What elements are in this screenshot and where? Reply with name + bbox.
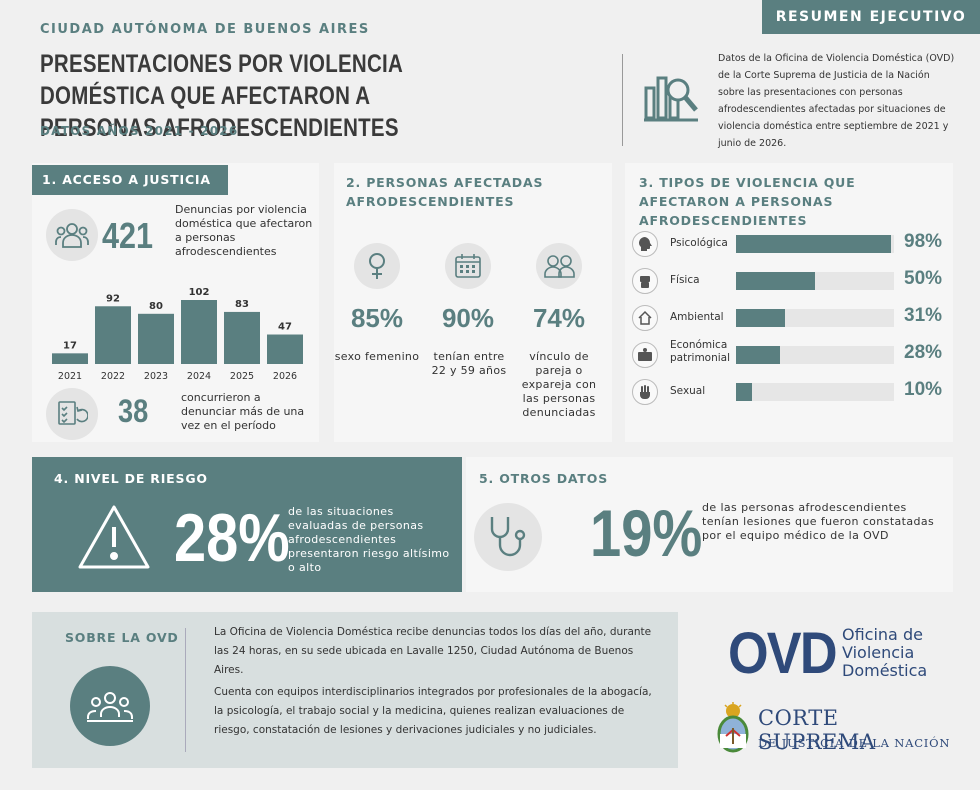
bar-year-label: 2022 <box>101 371 125 382</box>
bar-value-label: 47 <box>278 322 292 333</box>
about-label: SOBRE LA OVD <box>65 630 179 645</box>
section-5-label: 5. OTROS DATOS <box>479 471 608 486</box>
bar-value-label: 102 <box>189 287 210 298</box>
violence-type-bar-track <box>736 309 894 327</box>
bar-2021 <box>52 353 88 364</box>
page-subtitle: DATOS AÑOS 2021 - 2026 <box>40 124 239 138</box>
violence-type-pct: 31% <box>904 305 943 326</box>
violence-type-pct: 50% <box>904 268 943 289</box>
injury-text: de las personas afrodescendientes tenían… <box>702 501 935 542</box>
hand-icon <box>632 379 658 405</box>
violence-type-label: Física <box>670 274 700 286</box>
partner-text: vínculo de pareja o expareja con las per… <box>521 350 597 419</box>
violence-type-bar-fill <box>736 235 891 253</box>
section-violence-types: 3. TIPOS DE VIOLENCIA QUE AFECTARON A PE… <box>625 163 953 442</box>
bar-value-label: 92 <box>106 293 120 304</box>
injury-pct: 19% <box>590 496 703 570</box>
section-access-justice: 1. ACCESO A JUSTICIA 421 Denuncias por v… <box>32 163 319 442</box>
female-text: sexo femenino <box>334 350 420 363</box>
couple-icon <box>536 243 582 289</box>
coat-of-arms-icon <box>714 702 752 758</box>
ovd-logo-line2: Violencia <box>842 643 915 662</box>
violence-type-pct: 98% <box>904 231 943 252</box>
female-pct: 85% <box>350 303 404 333</box>
group-icon <box>46 209 98 261</box>
summary-badge: RESUMEN EJECUTIVO <box>762 0 980 34</box>
ovd-logo-line3: Doméstica <box>842 661 928 680</box>
ovd-logo: OVD Oficina de Violencia Doméstica <box>728 621 958 688</box>
analytics-icon <box>642 66 700 128</box>
bar-2022 <box>95 306 131 364</box>
bar-2024 <box>181 300 217 364</box>
bar-year-label: 2021 <box>58 371 82 382</box>
violence-type-bar-fill <box>736 346 781 364</box>
section-other-data: 5. OTROS DATOS 19% de las personas afrod… <box>466 457 953 592</box>
bar-year-label: 2025 <box>230 371 254 382</box>
house-icon <box>632 305 658 331</box>
about-p2: Cuenta con equipos interdisciplinarios i… <box>214 686 652 736</box>
violence-type-label: Psicológica <box>670 237 728 249</box>
violence-type-label: Económica patrimonial <box>670 339 731 364</box>
page-title: PRESENTACIONES POR VIOLENCIA DOMÉSTICA Q… <box>40 50 403 142</box>
total-complaints-text: Denuncias por violencia doméstica que af… <box>175 203 313 258</box>
bar-2025 <box>224 311 260 364</box>
section-3-label: 3. TIPOS DE VIOLENCIA QUE AFECTARON A PE… <box>639 175 856 228</box>
violence-type-label: Ambiental <box>670 311 724 323</box>
about-p1: La Oficina de Violencia Doméstica recibe… <box>214 626 652 676</box>
bar-year-label: 2024 <box>187 371 211 382</box>
violence-type-bar-fill <box>736 383 752 401</box>
bar-2026 <box>267 334 303 364</box>
corte-suprema-logo: CORTE SUPREMA DE JUSTICIA DE LA NACIÓN <box>714 702 954 758</box>
risk-pct: 28% <box>174 500 290 576</box>
section-1-label: 1. ACCESO A JUSTICIA <box>32 165 228 195</box>
violence-type-bar-fill <box>736 309 785 327</box>
fist-icon <box>632 268 658 294</box>
violence-type-bar-fill <box>736 272 815 290</box>
violence-type-label: Sexual <box>670 385 706 397</box>
female-icon <box>354 243 400 289</box>
violence-type-pct: 10% <box>904 379 943 400</box>
section-risk-level: 4. NIVEL DE RIESGO 28% de las situacione… <box>32 457 462 592</box>
violence-type-pct: 28% <box>904 342 943 363</box>
stethoscope-icon <box>474 503 542 571</box>
bar-value-label: 83 <box>235 299 249 310</box>
wallet-icon <box>632 342 658 368</box>
ovd-logo-mark: OVD <box>728 621 838 686</box>
repeat-complaints-text: concurrieron a denunciar más de una vez … <box>181 391 305 432</box>
head-icon <box>632 231 658 257</box>
section-2-label: 2. PERSONAS AFECTADAS AFRODESCENDIENTES <box>346 175 544 209</box>
age-pct: 90% <box>441 303 495 333</box>
violence-type-bar-track <box>736 346 894 364</box>
bar-value-label: 80 <box>149 301 163 312</box>
repeat-complaints: 38 <box>118 393 149 429</box>
risk-text: de las situaciones evaluadas de personas… <box>288 505 450 574</box>
team-icon <box>70 666 150 746</box>
section-affected-people: 2. PERSONAS AFECTADAS AFRODESCENDIENTES … <box>334 163 612 442</box>
section-about-ovd: SOBRE LA OVD La Oficina de Violencia Dom… <box>32 612 678 768</box>
header-divider <box>622 54 623 146</box>
header-description: Datos de la Oficina de Violencia Domésti… <box>718 53 955 149</box>
ovd-logo-line1: Oficina de <box>842 625 923 644</box>
yearly-bar-chart: 17 2021 92 2022 80 2023 102 2024 83 2025 47 2026 <box>52 287 303 382</box>
violence-type-bar-track <box>736 383 894 401</box>
section-4-label: 4. NIVEL DE RIESGO <box>54 471 208 486</box>
corte-suprema-line2: DE JUSTICIA DE LA NACIÓN <box>758 736 951 750</box>
checklist-icon <box>46 388 98 440</box>
region-title: CIUDAD AUTÓNOMA DE BUENOS AIRES <box>40 22 370 37</box>
violence-type-bar-track <box>736 272 894 290</box>
about-divider <box>185 628 186 752</box>
partner-pct: 74% <box>532 303 586 333</box>
age-text: tenían entre 22 y 59 años <box>431 350 507 377</box>
violence-type-bar-track <box>736 235 894 253</box>
bar-year-label: 2026 <box>273 371 297 382</box>
total-complaints: 421 <box>102 215 154 256</box>
calendar-icon <box>445 243 491 289</box>
corte-suprema-line1: CORTE SUPREMA <box>758 706 876 754</box>
warning-icon <box>76 503 152 575</box>
bar-year-label: 2023 <box>144 371 168 382</box>
bar-value-label: 17 <box>63 340 77 351</box>
bar-2023 <box>138 313 174 364</box>
